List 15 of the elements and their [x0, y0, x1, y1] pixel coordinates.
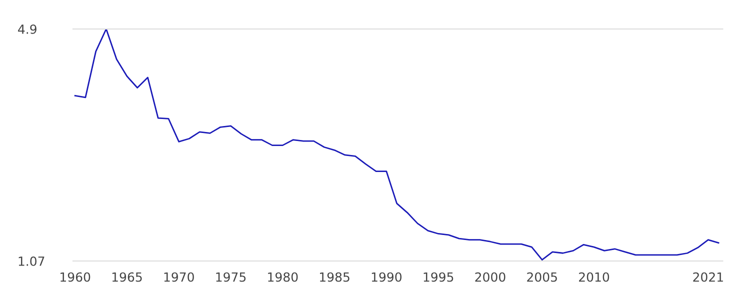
x-tick-label: 1965 [112, 272, 142, 282]
x-tick-label: 1995 [424, 272, 454, 282]
x-tick-label: 1990 [372, 272, 402, 282]
x-tick-label: 1975 [216, 272, 246, 282]
x-tick-label: 1980 [268, 272, 298, 282]
x-tick-label: 1960 [60, 272, 90, 282]
x-tick-label: 1985 [320, 272, 350, 282]
line-series [74, 29, 720, 260]
x-tick-label: 2000 [475, 272, 506, 282]
x-tick-label: 2010 [579, 272, 610, 282]
x-tick-label: 2005 [527, 272, 557, 282]
y-tick-label: 1.07 [18, 256, 44, 266]
x-tick-label: 1970 [164, 272, 194, 282]
x-tick-label: 2021 [693, 272, 723, 282]
y-tick-label: 4.9 [18, 24, 36, 34]
